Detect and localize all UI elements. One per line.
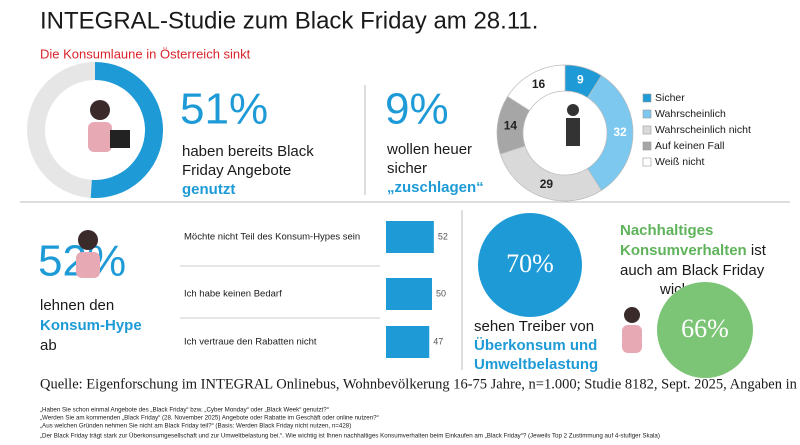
stat: 51% — [180, 85, 268, 134]
bar — [386, 278, 432, 310]
text: sehen Treiber von — [474, 318, 594, 335]
legend-label: Wahrscheinlich nicht — [655, 124, 751, 136]
highlight: Nachhaltiges — [620, 222, 713, 239]
text-line: Konsumverhalten ist — [620, 242, 767, 259]
donut-label: 14 — [504, 118, 518, 132]
highlight: genutzt — [182, 181, 235, 198]
legend-swatch — [642, 109, 652, 119]
legend-swatch — [642, 93, 652, 103]
donut-segment — [499, 145, 602, 202]
highlight: „zuschlagen“ — [387, 179, 484, 196]
bar — [386, 221, 434, 253]
legend-label: Auf keinen Fall — [655, 140, 724, 152]
footnote: „Werden Sie am kommenden „Black Friday“ … — [40, 415, 379, 422]
bar-value: 47 — [433, 336, 443, 346]
subtitle: Die Konsumlaune in Österreich sinkt — [40, 46, 251, 61]
title: INTEGRAL-Studie zum Black Friday am 28.1… — [40, 7, 538, 34]
stat-circle — [657, 282, 753, 378]
stat: 9% — [385, 85, 449, 134]
donut-label: 29 — [540, 177, 554, 191]
stat-circle-label: 66% — [681, 314, 729, 343]
highlight: Umweltbelastung — [474, 356, 598, 373]
stat-circle-label: 70% — [506, 249, 554, 278]
legend-label: Sicher — [655, 92, 685, 104]
illustration — [76, 100, 642, 353]
bar-category: Möchte nicht Teil des Konsum-Hypes sein — [184, 232, 360, 243]
footnote: „Haben Sie schon einmal Angebote des „Bl… — [40, 407, 329, 414]
donut-segment — [507, 64, 566, 111]
text: haben bereits Black — [182, 143, 314, 160]
bar — [386, 326, 430, 358]
text: lehnen den — [40, 297, 114, 314]
bar-category: Ich vertraue den Rabatten nicht — [184, 337, 317, 348]
donut-label: 16 — [532, 77, 546, 91]
bar-category: Ich habe keinen Bedarf — [184, 289, 282, 300]
highlight: Konsumverhalten — [620, 242, 747, 259]
bar-value: 52 — [438, 231, 448, 241]
legend-swatch — [642, 125, 652, 135]
legend-swatch — [642, 157, 652, 167]
highlight: Konsum-Hype — [40, 317, 142, 334]
donut-label: 9 — [577, 72, 584, 86]
legend-label: Wahrscheinlich — [655, 108, 726, 120]
donut-label: 32 — [613, 125, 627, 139]
text: wollen heuer — [386, 141, 472, 158]
text: Friday Angebote — [182, 162, 291, 179]
text: ab — [40, 337, 57, 354]
text: ist — [751, 242, 767, 259]
source: Quelle: Eigenforschung im INTEGRAL Onlin… — [40, 376, 800, 392]
legend-swatch — [642, 141, 652, 151]
highlight: Überkonsum und — [474, 337, 597, 354]
footnote: „Der Black Friday trägt stark zur Überko… — [40, 433, 660, 440]
text: auch am Black Friday — [620, 262, 765, 279]
bar-value: 50 — [436, 288, 446, 298]
text: sicher — [387, 160, 427, 177]
footnote: „Aus welchen Gründen nehmen Sie nicht am… — [40, 423, 351, 430]
legend-label: Weiß nicht — [655, 156, 704, 168]
ring-arc — [90, 62, 163, 198]
stat-circle — [478, 213, 582, 317]
